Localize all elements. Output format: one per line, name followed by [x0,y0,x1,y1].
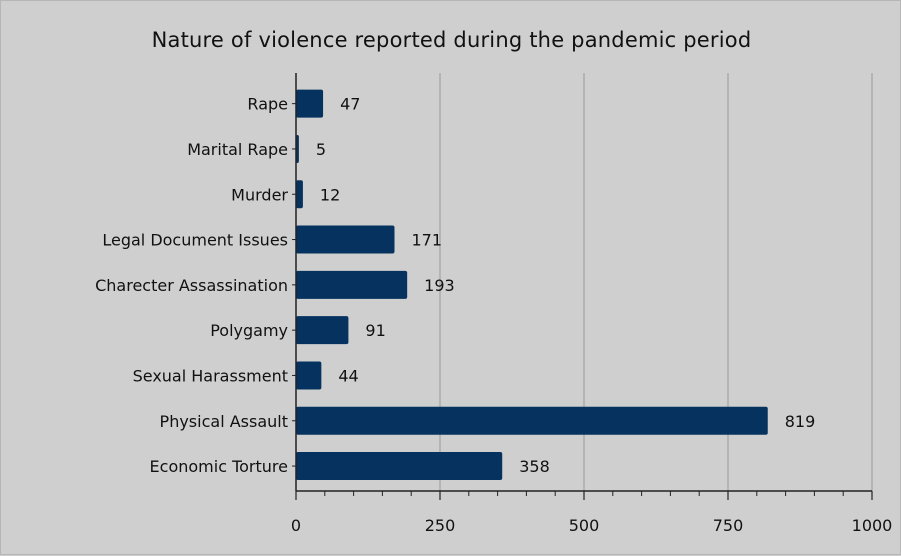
chart-title: Nature of violence reported during the p… [151,28,752,52]
data-label: 91 [365,321,385,340]
category-label: Murder [231,185,288,204]
data-label: 171 [411,231,442,250]
bar [296,452,503,481]
axis-layer [292,73,873,500]
data-label: 47 [340,95,360,114]
category-label: Legal Document Issues [102,231,288,250]
category-label: Rape [247,95,288,114]
bar [296,180,303,209]
bar [296,225,395,254]
category-label: Sexual Harassment [133,366,288,385]
x-tick-label: 500 [569,516,600,535]
data-label: 12 [320,185,340,204]
x-tick-label: 750 [713,516,744,535]
x-tick-label: 250 [425,516,456,535]
bar [296,89,324,118]
category-label: Marital Rape [187,140,288,159]
bar [296,270,408,299]
bar-layer [296,89,768,481]
category-label: Physical Assault [160,412,288,431]
x-tick-label: 1000 [852,516,893,535]
data-label: 819 [785,412,816,431]
data-label: 358 [519,457,550,476]
category-label: Economic Torture [150,457,288,476]
category-label: Charecter Assassination [95,276,288,295]
bar [296,361,322,390]
bar [296,316,349,345]
data-label: 193 [424,276,455,295]
x-tick-label: 0 [291,516,301,535]
data-label: 44 [338,366,358,385]
bar [296,406,768,435]
label-layer: Rape 47 Marital Rape 5 Murder 12 Legal Documen… [95,95,892,535]
category-label: Polygamy [210,321,288,340]
data-label: 5 [316,140,326,159]
